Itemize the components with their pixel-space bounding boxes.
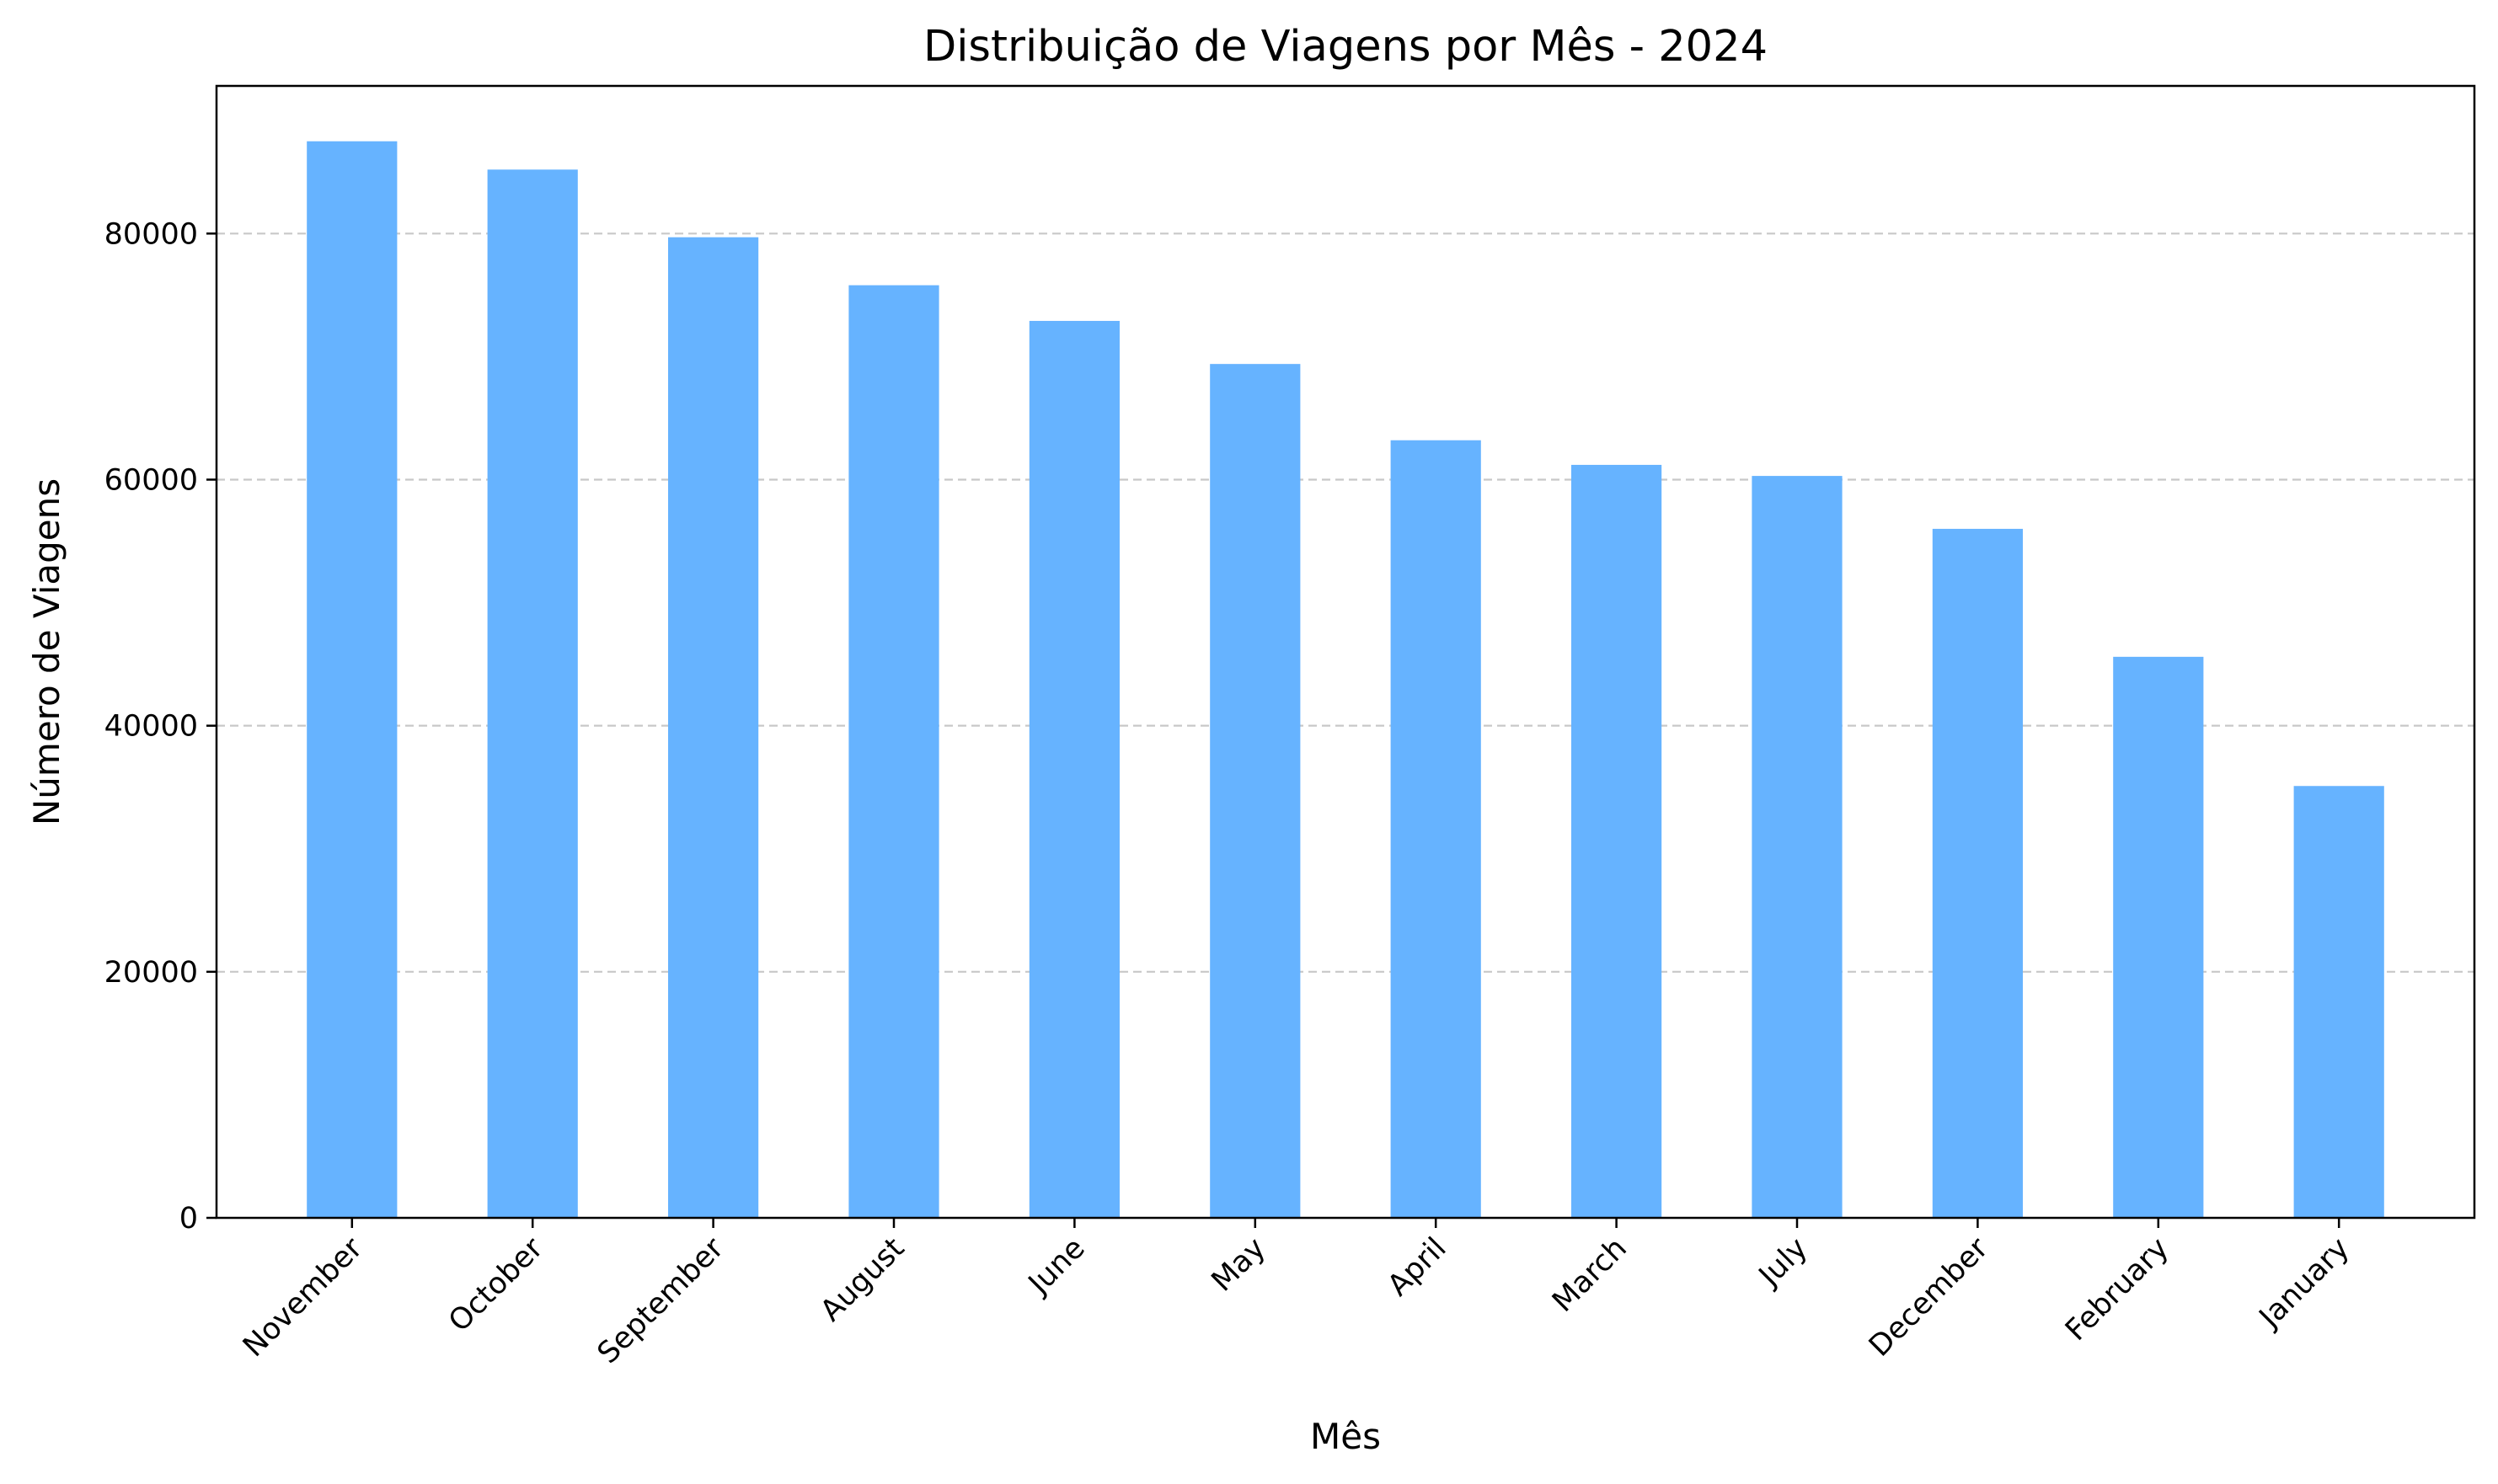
bar-april xyxy=(1390,440,1481,1218)
x-tick-label-july: July xyxy=(1752,1231,1814,1294)
chart-title: Distribuição de Viagens por Mês - 2024 xyxy=(923,22,1768,72)
bar-february xyxy=(2113,656,2204,1218)
bars xyxy=(307,141,2384,1219)
bar-january xyxy=(2293,786,2384,1218)
y-tick-label: 80000 xyxy=(104,217,198,251)
bar-march xyxy=(1571,464,1662,1218)
y-tick-label: 40000 xyxy=(104,710,198,744)
y-axis-label: Número de Viagens xyxy=(26,478,67,825)
y-tick-label: 0 xyxy=(179,1202,198,1236)
x-tick-label-december: December xyxy=(1863,1231,1995,1364)
x-tick-label-november: November xyxy=(237,1231,369,1364)
x-tick-label-march: March xyxy=(1546,1231,1634,1319)
y-tick-label: 60000 xyxy=(104,463,198,497)
bar-september xyxy=(668,237,759,1218)
x-tick-label-june: June xyxy=(1021,1231,1092,1302)
x-axis-label: Mês xyxy=(1310,1416,1381,1457)
bar-june xyxy=(1029,321,1120,1218)
x-axis-ticks: November October September August June May Apr… xyxy=(237,1218,2356,1370)
x-tick-label-february: February xyxy=(2059,1231,2175,1348)
bar-august xyxy=(848,285,939,1218)
x-tick-label-may: May xyxy=(1206,1231,1272,1298)
bar-november xyxy=(307,141,398,1218)
bar-july xyxy=(1752,476,1843,1218)
x-tick-label-august: August xyxy=(814,1231,911,1328)
bar-october xyxy=(487,169,578,1219)
x-tick-label-september: September xyxy=(591,1231,731,1371)
gridlines xyxy=(217,232,2474,973)
bar-december xyxy=(1932,528,2023,1218)
y-tick-label: 20000 xyxy=(104,956,198,990)
x-tick-label-april: April xyxy=(1382,1231,1453,1303)
bar-may xyxy=(1210,364,1301,1219)
x-tick-label-january: January xyxy=(2252,1231,2356,1336)
y-axis-ticks: 0 20000 40000 60000 80000 xyxy=(104,217,217,1236)
x-tick-label-october: October xyxy=(442,1231,550,1339)
plot-frame xyxy=(215,84,2476,1220)
